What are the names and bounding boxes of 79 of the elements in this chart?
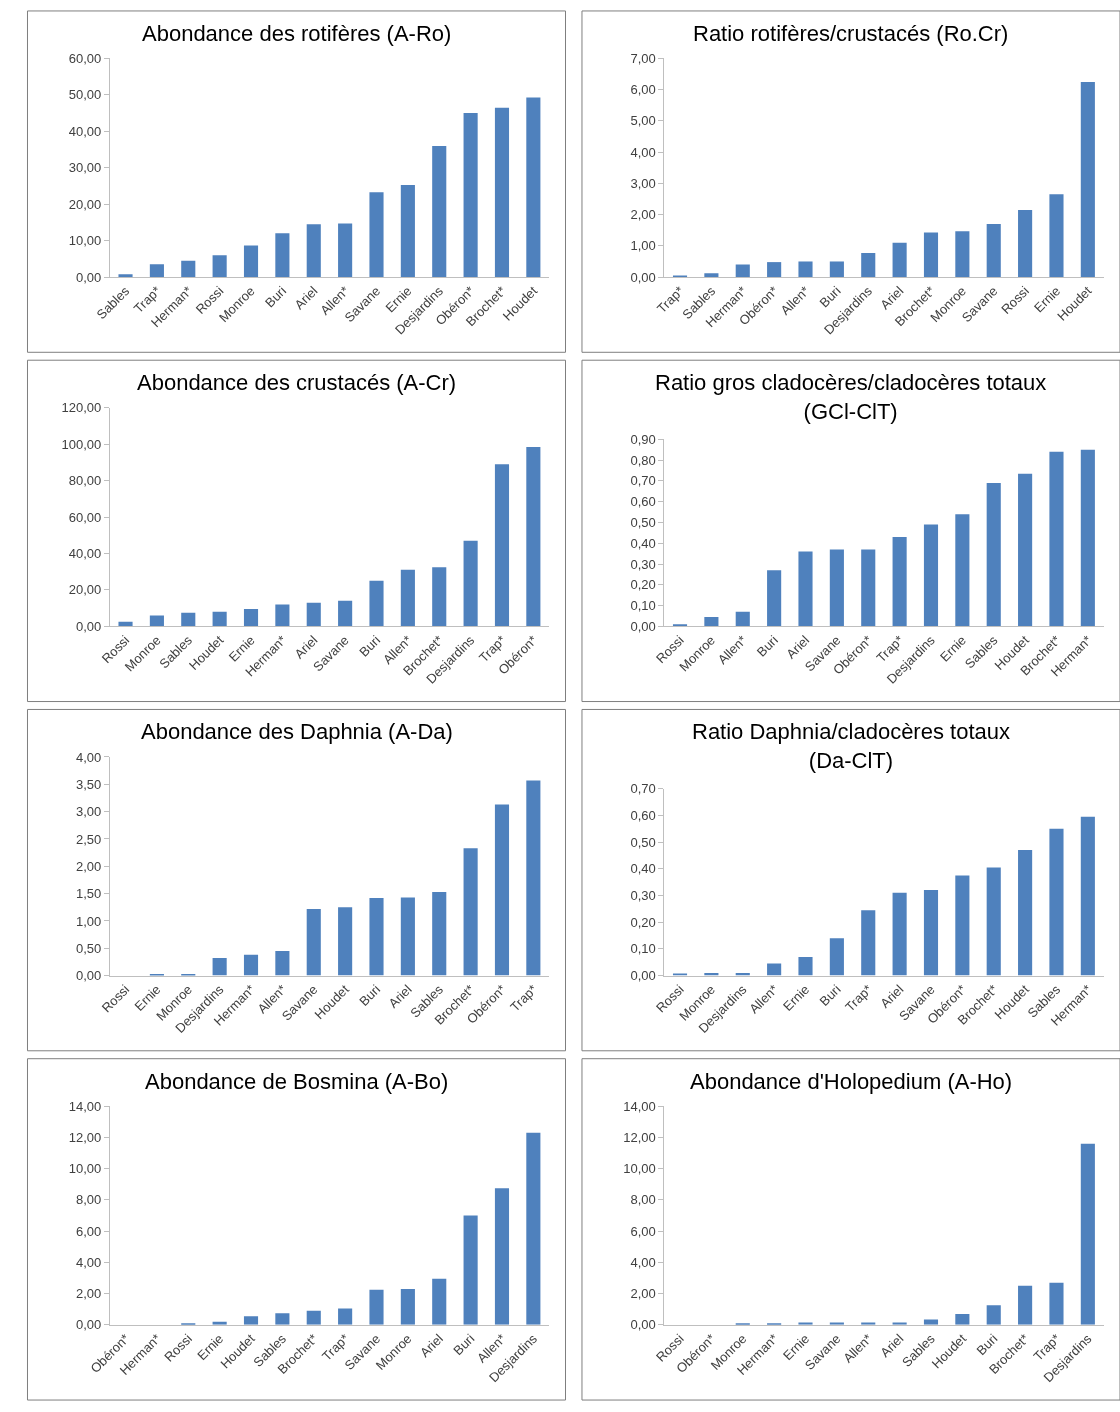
y-tick-label: 14,00 [68, 1098, 102, 1114]
y-tick-label: 1,50 [75, 886, 102, 902]
y-tick-label: 14,00 [623, 1098, 656, 1114]
y-tick-label: 2,00 [630, 207, 656, 223]
y-tick-label: 4,00 [75, 749, 102, 765]
y-tick-label: 0,20 [630, 577, 656, 593]
x-tick-label: Buri [262, 283, 290, 311]
x-tick-label: Buri [356, 632, 384, 660]
y-tick-label: 0,70 [630, 781, 656, 797]
y-tick-label: 0,30 [630, 888, 656, 904]
y-tick-label: 10,00 [623, 1161, 656, 1177]
y-tick-label: 0,30 [630, 556, 656, 572]
y-tick-label: 0,50 [630, 834, 656, 850]
y-tick-label: 0,00 [630, 618, 656, 634]
chart-title: Ratio rotifères/crustacés (Ro.Cr) [693, 21, 1009, 46]
y-tick-label: 2,00 [75, 1286, 102, 1302]
y-tick-label: 0,50 [630, 515, 656, 531]
y-tick-label: 0,90 [630, 431, 656, 447]
y-tick-label: 60,00 [68, 51, 102, 66]
y-tick-label: 4,00 [75, 1254, 102, 1270]
y-tick-label: 40,00 [68, 546, 102, 562]
x-tick-label: Buri [816, 981, 844, 1009]
x-tick-label: Buri [356, 981, 384, 1009]
y-tick-label: 4,00 [630, 1254, 656, 1270]
y-tick-label: 10,00 [68, 1161, 102, 1177]
y-tick-label: 0,10 [630, 941, 656, 957]
y-tick-label: 1,00 [630, 238, 656, 254]
y-tick-label: 0,20 [630, 914, 656, 930]
chart-title: Abondance des Daphnia (A-Da) [141, 719, 453, 744]
y-tick-label: 5,00 [630, 113, 656, 129]
chart-title: Abondance des rotifères (A-Ro) [142, 21, 452, 46]
y-tick-label: 3,00 [75, 804, 102, 820]
y-tick-label: 10,00 [68, 233, 102, 249]
y-tick-label: 40,00 [68, 123, 102, 139]
y-tick-label: 2,00 [630, 1286, 656, 1302]
y-tick-label: 0,40 [630, 535, 656, 551]
y-tick-label: 120,00 [61, 400, 102, 416]
y-tick-label: 8,00 [630, 1192, 656, 1208]
y-tick-label: 6,00 [630, 82, 656, 98]
chart-title: Abondance de Bosmina (A-Bo) [145, 1069, 449, 1094]
y-tick-label: 0,00 [630, 1317, 656, 1333]
y-tick-label: 0,00 [75, 269, 102, 285]
y-tick-label: 0,00 [75, 618, 102, 634]
y-tick-label: 20,00 [68, 196, 102, 212]
y-tick-label: 0,10 [630, 598, 656, 614]
y-tick-label: 6,00 [630, 1223, 656, 1239]
chart-title: Ratio Daphnia/cladocères totaux (Da-ClT) [692, 719, 1010, 773]
y-tick-label: 1,00 [75, 913, 102, 929]
y-tick-label: 3,50 [75, 776, 102, 792]
y-tick-label: 20,00 [68, 582, 102, 598]
y-tick-label: 0,60 [630, 494, 656, 510]
y-tick-label: 12,00 [623, 1129, 656, 1145]
y-tick-label: 3,00 [630, 175, 656, 191]
y-tick-label: 60,00 [68, 509, 102, 525]
y-tick-label: 0,00 [630, 968, 656, 984]
y-tick-label: 0,50 [75, 940, 102, 956]
y-tick-label: 8,00 [75, 1192, 102, 1208]
y-tick-label: 2,00 [75, 858, 102, 874]
y-tick-label: 50,00 [68, 87, 102, 103]
y-tick-label: 80,00 [68, 473, 102, 489]
x-tick-label: Buri [753, 632, 781, 660]
y-tick-label: 12,00 [68, 1129, 102, 1145]
y-tick-label: 0,80 [630, 452, 656, 468]
y-tick-label: 0,00 [75, 1317, 102, 1333]
y-tick-label: 6,00 [75, 1223, 102, 1239]
y-tick-label: 100,00 [61, 436, 102, 452]
y-tick-label: 2,50 [75, 831, 102, 847]
y-tick-label: 0,70 [630, 473, 656, 489]
chart-title: Abondance d'Holopedium (A-Ho) [690, 1069, 1013, 1094]
y-tick-label: 0,60 [630, 807, 656, 823]
x-tick-label: Buri [450, 1330, 478, 1359]
y-tick-label: 7,00 [630, 51, 656, 66]
y-tick-label: 0,00 [630, 269, 656, 285]
y-tick-label: 30,00 [68, 160, 102, 176]
chart-title: Abondance des crustacés (A-Cr) [137, 370, 457, 395]
y-tick-label: 0,40 [630, 861, 656, 877]
y-tick-label: 4,00 [630, 144, 656, 160]
y-tick-label: 0,00 [75, 968, 102, 984]
chart-title: Ratio gros cladocères/cladocères totaux (GCl-ClT) [655, 370, 1047, 424]
